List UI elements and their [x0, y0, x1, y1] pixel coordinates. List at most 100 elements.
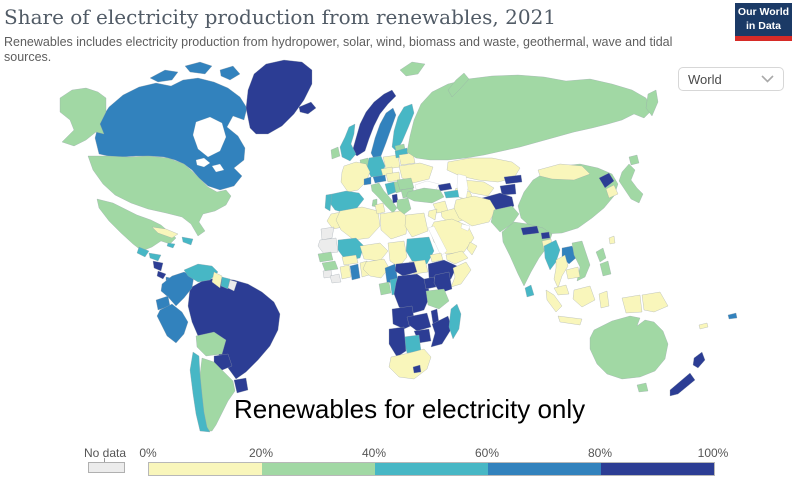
country-kenya[interactable] — [433, 271, 453, 294]
country-south-korea[interactable] — [605, 184, 619, 199]
country-sri-lanka[interactable] — [524, 284, 535, 298]
country-nicaragua[interactable] — [152, 260, 164, 272]
country-french-guiana[interactable] — [227, 279, 238, 292]
country-kyrgyzstan[interactable] — [503, 174, 523, 185]
country-dominican-republic[interactable] — [181, 236, 194, 246]
country-dr-congo[interactable] — [393, 273, 431, 315]
country-canada-arctic[interactable] — [184, 61, 213, 75]
country-philippines[interactable] — [595, 247, 607, 263]
country-western-sahara[interactable] — [320, 226, 335, 241]
country-guyana[interactable] — [211, 271, 223, 289]
country-mali[interactable] — [337, 237, 365, 262]
country-guatemala[interactable] — [136, 246, 150, 258]
legend-bin-40-60%[interactable] — [375, 463, 488, 475]
country-burkina-faso[interactable] — [341, 254, 359, 266]
legend-bin-20-40%[interactable] — [262, 463, 375, 475]
country-indonesia-sulawesi[interactable] — [598, 290, 610, 309]
country-cuba[interactable] — [151, 226, 179, 239]
country-indonesia-sumatra[interactable] — [545, 289, 563, 313]
country-central-african-republic[interactable] — [394, 261, 418, 277]
country-italy[interactable] — [370, 182, 398, 214]
country-guinea[interactable] — [321, 260, 339, 272]
country-greece[interactable] — [396, 197, 412, 216]
country-malaysia[interactable] — [553, 284, 570, 296]
country-namibia[interactable] — [388, 326, 407, 358]
country-indonesia-java[interactable] — [557, 315, 583, 326]
country-switzerland[interactable] — [363, 176, 372, 186]
country-peru[interactable] — [156, 303, 189, 344]
country-tanzania[interactable] — [425, 288, 450, 310]
country-japan-hokkaido[interactable] — [628, 154, 640, 166]
country-mozambique[interactable] — [430, 315, 453, 348]
country-chad[interactable] — [387, 240, 408, 268]
country-lesotho[interactable] — [412, 364, 422, 374]
country-russia-kamchatka[interactable] — [645, 89, 659, 117]
country-yemen[interactable] — [445, 250, 469, 265]
country-honduras[interactable] — [148, 252, 162, 262]
country-tajikistan[interactable] — [499, 183, 517, 196]
country-russia[interactable] — [406, 74, 653, 161]
country-madagascar[interactable] — [448, 303, 462, 340]
country-egypt[interactable] — [404, 212, 429, 238]
country-iceland[interactable] — [298, 101, 317, 115]
country-libya[interactable] — [379, 210, 409, 240]
country-new-caledonia[interactable] — [698, 322, 709, 330]
country-ivory-coast[interactable] — [339, 264, 352, 280]
country-niger[interactable] — [359, 242, 389, 262]
country-new-zealand-north[interactable] — [692, 351, 706, 369]
country-indonesia-papua[interactable] — [621, 294, 643, 314]
owid-logo[interactable]: Our World in Data — [735, 3, 792, 41]
country-turkey[interactable] — [405, 187, 445, 204]
country-fiji[interactable] — [727, 312, 738, 320]
country-papua-new-guinea[interactable] — [641, 291, 669, 313]
country-belarus[interactable] — [398, 152, 416, 166]
country-uganda[interactable] — [423, 276, 437, 290]
country-austria[interactable] — [372, 174, 387, 184]
country-armenia[interactable] — [443, 189, 461, 199]
country-new-zealand-south[interactable] — [669, 372, 696, 397]
country-ukraine[interactable] — [398, 162, 434, 184]
country-senegal[interactable] — [317, 251, 334, 263]
country-jamaica[interactable] — [166, 242, 176, 249]
region-select[interactable]: World — [678, 67, 784, 91]
country-united-states[interactable] — [87, 155, 232, 237]
country-costa-rica[interactable] — [156, 270, 167, 280]
legend-bin-80-100%[interactable] — [601, 463, 714, 475]
country-somalia[interactable] — [450, 261, 472, 288]
legend-no-data-swatch[interactable] — [88, 462, 125, 473]
country-north-korea[interactable] — [598, 172, 615, 189]
country-jordan[interactable] — [427, 208, 438, 221]
country-portugal[interactable] — [324, 193, 333, 212]
country-australia[interactable] — [589, 315, 669, 380]
country-zambia[interactable] — [406, 312, 432, 332]
country-greenland[interactable] — [245, 59, 313, 135]
country-bolivia[interactable] — [195, 331, 227, 357]
country-canada-arctic[interactable] — [219, 65, 241, 81]
country-indonesia-borneo[interactable] — [572, 285, 596, 308]
country-mongolia[interactable] — [537, 163, 591, 181]
country-liberia[interactable] — [329, 273, 342, 284]
country-alaska[interactable] — [59, 87, 107, 147]
country-cambodia[interactable] — [565, 266, 581, 280]
country-georgia[interactable] — [437, 182, 453, 192]
country-norway[interactable] — [351, 89, 397, 157]
country-sudan[interactable] — [405, 236, 435, 265]
country-france[interactable] — [340, 161, 371, 193]
country-russia-novaya-zemlya[interactable] — [447, 72, 470, 98]
country-ghana[interactable] — [349, 263, 361, 281]
country-taiwan[interactable] — [608, 235, 616, 245]
country-svalbard[interactable] — [399, 61, 426, 77]
country-algeria[interactable] — [335, 206, 381, 241]
country-thailand[interactable] — [553, 254, 569, 289]
legend-bin-0-20%[interactable] — [149, 463, 262, 475]
country-philippines-south[interactable] — [599, 260, 612, 277]
country-oman[interactable] — [466, 241, 478, 256]
country-bhutan[interactable] — [540, 231, 551, 240]
country-nepal[interactable] — [520, 225, 540, 236]
country-colombia[interactable] — [160, 271, 195, 307]
country-nigeria[interactable] — [362, 258, 390, 279]
country-japan[interactable] — [618, 163, 644, 204]
country-india[interactable] — [501, 221, 553, 287]
country-iran[interactable] — [453, 195, 497, 227]
country-ireland[interactable] — [330, 146, 341, 160]
